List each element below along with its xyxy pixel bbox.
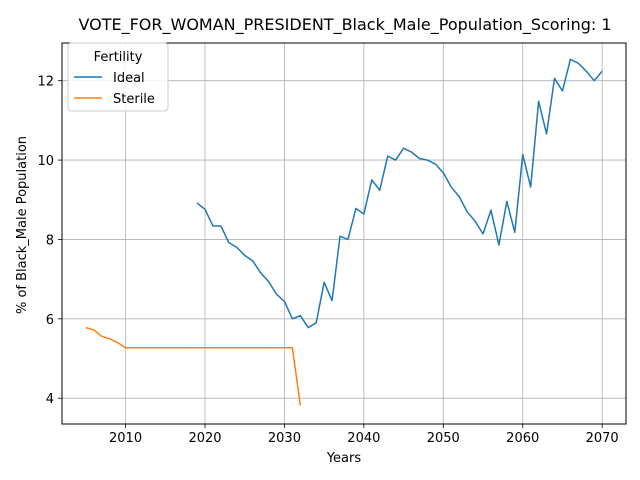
axis-ticks: 2010 2020 2030 2040 2050 2060 2070 4 6 8 10 12	[37, 75, 618, 446]
series-line-ideal	[196, 58, 603, 329]
legend-label-sterile: Sterile	[113, 92, 155, 107]
x-tick-label: 2030	[268, 431, 301, 446]
legend-box	[67, 42, 169, 112]
x-tick-label: 2070	[586, 431, 619, 446]
x-axis-label: Years	[326, 451, 362, 466]
y-tick-label: 4	[46, 392, 54, 407]
legend-label-ideal: Ideal	[113, 71, 145, 86]
legend: Fertility Ideal Sterile	[67, 42, 169, 112]
series-group	[85, 58, 603, 406]
y-tick-label: 6	[46, 313, 54, 328]
y-axis-label: % of Black_Male Population	[15, 136, 30, 314]
plot-frame	[61, 42, 627, 425]
chart-title: VOTE_FOR_WOMAN_PRESIDENT_Black_Male_Popu…	[78, 15, 611, 35]
y-tick-label: 12	[37, 75, 54, 90]
x-tick-label: 2020	[188, 431, 221, 446]
x-tick-label: 2040	[347, 431, 380, 446]
x-tick-label: 2010	[109, 431, 142, 446]
y-tick-label: 10	[37, 154, 54, 169]
legend-title: Fertility	[94, 50, 143, 65]
series-line-sterile	[85, 326, 302, 406]
x-tick-label: 2050	[427, 431, 460, 446]
y-tick-label: 8	[46, 233, 54, 248]
x-tick-label: 2060	[506, 431, 539, 446]
